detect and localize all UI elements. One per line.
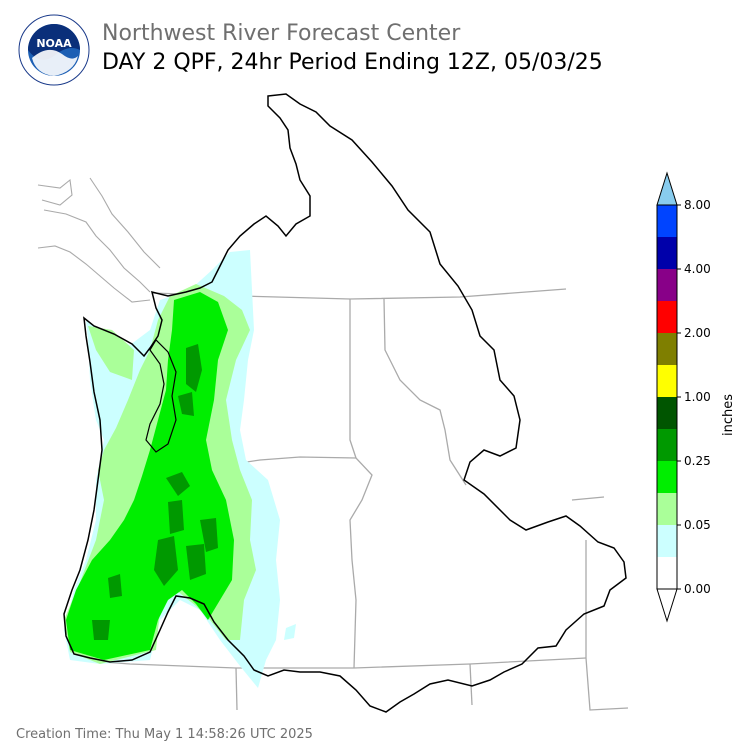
color-bar-segment (657, 429, 677, 461)
color-bar-segment (657, 365, 677, 397)
color-bar-segment (657, 269, 677, 301)
map-title: DAY 2 QPF, 24hr Period Ending 12Z, 05/03… (102, 50, 603, 75)
noaa-logo-text: NOAA (36, 37, 72, 50)
color-bar-ticks: 8.00 4.00 2.00 1.00 0.25 0.05 0.00 (677, 198, 711, 596)
header: Northwest River Forecast Center DAY 2 QP… (102, 20, 603, 78)
color-bar-segment (657, 237, 677, 269)
color-bar-tick-label: 2.00 (684, 326, 711, 340)
color-bar-tick-label: 0.25 (684, 454, 711, 468)
precip-band-darker-green (108, 574, 122, 598)
color-bar-segment (657, 461, 677, 493)
basin-outline (63, 93, 627, 713)
color-bar-segment (657, 397, 677, 429)
color-bar-under-arrow (656, 588, 678, 623)
color-bar-unit-label: inches (721, 394, 736, 436)
color-bar-segment (657, 301, 677, 333)
color-bar-tick-label: 0.05 (684, 518, 711, 532)
noaa-logo-icon: NOAA (18, 14, 90, 86)
color-bar-legend: 8.00 4.00 2.00 1.00 0.25 0.05 0.00 inches (656, 171, 736, 623)
precip-band-darker-green (168, 500, 184, 534)
precip-band-darker-green (178, 392, 194, 416)
org-name: Northwest River Forecast Center (102, 21, 461, 46)
color-bar (656, 171, 678, 623)
color-bar-over-arrow (656, 171, 678, 206)
creation-time: Creation Time: Thu May 1 14:58:26 UTC 20… (16, 727, 313, 742)
color-bar-tick-label: 1.00 (684, 390, 711, 404)
puget-sound-outline (145, 339, 177, 453)
color-bar-tick-label: 8.00 (684, 198, 711, 212)
precip-band-light-cyan (284, 624, 296, 640)
color-bar-segment (657, 205, 677, 237)
color-bar-segment (657, 557, 677, 589)
precip-band-darker-green (186, 544, 206, 580)
precip-band-darker-green (200, 518, 218, 552)
precip-band-darker-green (166, 472, 190, 496)
precip-band-darker-green (92, 620, 110, 640)
precip-contours (64, 250, 296, 688)
color-bar-tick-label: 4.00 (684, 262, 711, 276)
coastlines (37, 177, 161, 303)
color-bar-segment (657, 493, 677, 525)
color-bar-tick-label: 0.00 (684, 582, 711, 596)
color-bar-segment (657, 525, 677, 557)
precip-band-darker-green (186, 344, 202, 392)
color-bar-segment (657, 333, 677, 365)
precip-band-darker-green (154, 536, 178, 586)
